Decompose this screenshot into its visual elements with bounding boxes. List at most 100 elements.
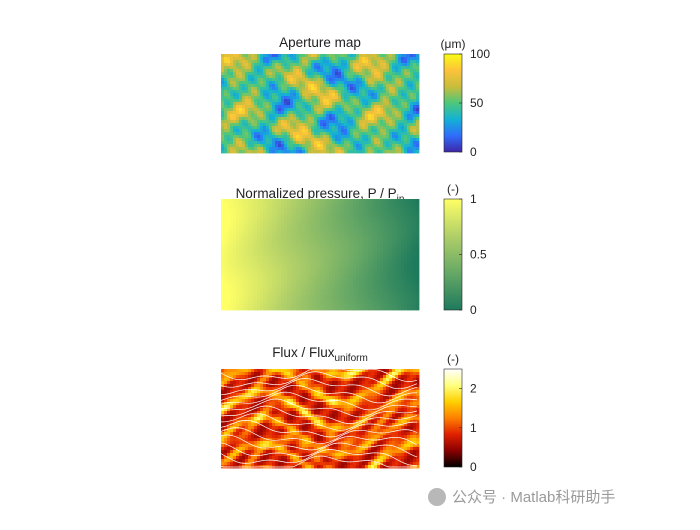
heatmap-cell	[374, 286, 377, 289]
heatmap-cell	[251, 307, 254, 310]
heatmap-cell	[242, 298, 245, 301]
heatmap-cell	[413, 147, 416, 150]
heatmap-cell	[236, 60, 239, 63]
heatmap-cell	[338, 235, 341, 238]
heatmap-cell	[347, 205, 350, 208]
heatmap-cell	[359, 244, 362, 247]
heatmap-cell	[329, 93, 332, 96]
heatmap-cell	[290, 238, 293, 241]
heatmap-cell	[404, 307, 407, 310]
heatmap-cell	[290, 57, 293, 60]
heatmap-cell	[341, 247, 344, 250]
heatmap-cell	[383, 277, 386, 280]
heatmap-cell	[395, 295, 398, 298]
heatmap-cell	[305, 298, 308, 301]
heatmap-cell	[383, 238, 386, 241]
heatmap-cell	[395, 253, 398, 256]
heatmap-cell	[404, 129, 407, 132]
heatmap-cell	[371, 138, 374, 141]
heatmap-cell	[305, 90, 308, 93]
heatmap-cell	[347, 208, 350, 211]
heatmap-cell	[341, 81, 344, 84]
heatmap-cell	[260, 253, 263, 256]
heatmap-cell	[254, 229, 257, 232]
heatmap-cell	[323, 114, 326, 117]
heatmap-cell	[263, 90, 266, 93]
heatmap-cell	[239, 298, 242, 301]
heatmap-cell	[362, 214, 365, 217]
heatmap-cell	[383, 289, 386, 292]
heatmap-cell	[326, 108, 329, 111]
heatmap-cell	[320, 298, 323, 301]
heatmap-cell	[332, 381, 335, 384]
heatmap-cell	[362, 84, 365, 87]
heatmap-cell	[284, 271, 287, 274]
heatmap-cell	[395, 57, 398, 60]
heatmap-cell	[239, 256, 242, 259]
heatmap-cell	[410, 220, 413, 223]
heatmap-cell	[266, 117, 269, 120]
heatmap-cell	[311, 199, 314, 202]
heatmap-cell	[416, 147, 419, 150]
heatmap-cell	[404, 105, 407, 108]
heatmap-cell	[398, 144, 401, 147]
heatmap-cell	[365, 304, 368, 307]
heatmap-cell	[236, 205, 239, 208]
heatmap-cell	[314, 265, 317, 268]
heatmap-cell	[272, 108, 275, 111]
heatmap-cell	[278, 138, 281, 141]
heatmap-cell	[293, 250, 296, 253]
heatmap-cell	[227, 75, 230, 78]
heatmap-cell	[380, 280, 383, 283]
heatmap-cell	[416, 378, 419, 381]
heatmap-cell	[260, 286, 263, 289]
heatmap-cell	[263, 96, 266, 99]
heatmap-cell	[350, 87, 353, 90]
heatmap-cell	[311, 372, 314, 375]
heatmap-cell	[341, 271, 344, 274]
heatmap-cell	[398, 129, 401, 132]
heatmap-cell	[308, 274, 311, 277]
heatmap-cell	[224, 141, 227, 144]
heatmap-cell	[356, 72, 359, 75]
heatmap-cell	[407, 129, 410, 132]
heatmap-cell	[368, 304, 371, 307]
heatmap-cell	[293, 232, 296, 235]
heatmap-cell	[224, 253, 227, 256]
heatmap-cell	[311, 81, 314, 84]
heatmap-cell	[275, 120, 278, 123]
heatmap-cell	[392, 147, 395, 150]
heatmap-cell	[380, 57, 383, 60]
heatmap-cell	[386, 84, 389, 87]
heatmap-cell	[347, 292, 350, 295]
heatmap-cell	[416, 220, 419, 223]
heatmap-cell	[398, 81, 401, 84]
heatmap-cell	[275, 199, 278, 202]
heatmap-cell	[230, 369, 233, 372]
heatmap-cell	[323, 87, 326, 90]
heatmap-cell	[230, 247, 233, 250]
heatmap-cell	[284, 280, 287, 283]
heatmap-cell	[365, 298, 368, 301]
heatmap-cell	[398, 120, 401, 123]
heatmap-cell	[380, 277, 383, 280]
heatmap-cell	[242, 81, 245, 84]
heatmap-cell	[308, 283, 311, 286]
heatmap-cell	[410, 211, 413, 214]
heatmap-cell	[329, 295, 332, 298]
heatmap-cell	[380, 378, 383, 381]
heatmap-cell	[401, 108, 404, 111]
heatmap-cell	[374, 87, 377, 90]
heatmap-cell	[299, 283, 302, 286]
heatmap-cell	[245, 144, 248, 147]
heatmap-cell	[293, 208, 296, 211]
heatmap-cell	[416, 232, 419, 235]
heatmap-cell	[356, 84, 359, 87]
heatmap-cell	[323, 280, 326, 283]
heatmap-cell	[236, 144, 239, 147]
heatmap-cell	[416, 235, 419, 238]
heatmap-cell	[401, 381, 404, 384]
heatmap-cell	[377, 211, 380, 214]
heatmap-cell	[347, 75, 350, 78]
heatmap-cell	[311, 205, 314, 208]
